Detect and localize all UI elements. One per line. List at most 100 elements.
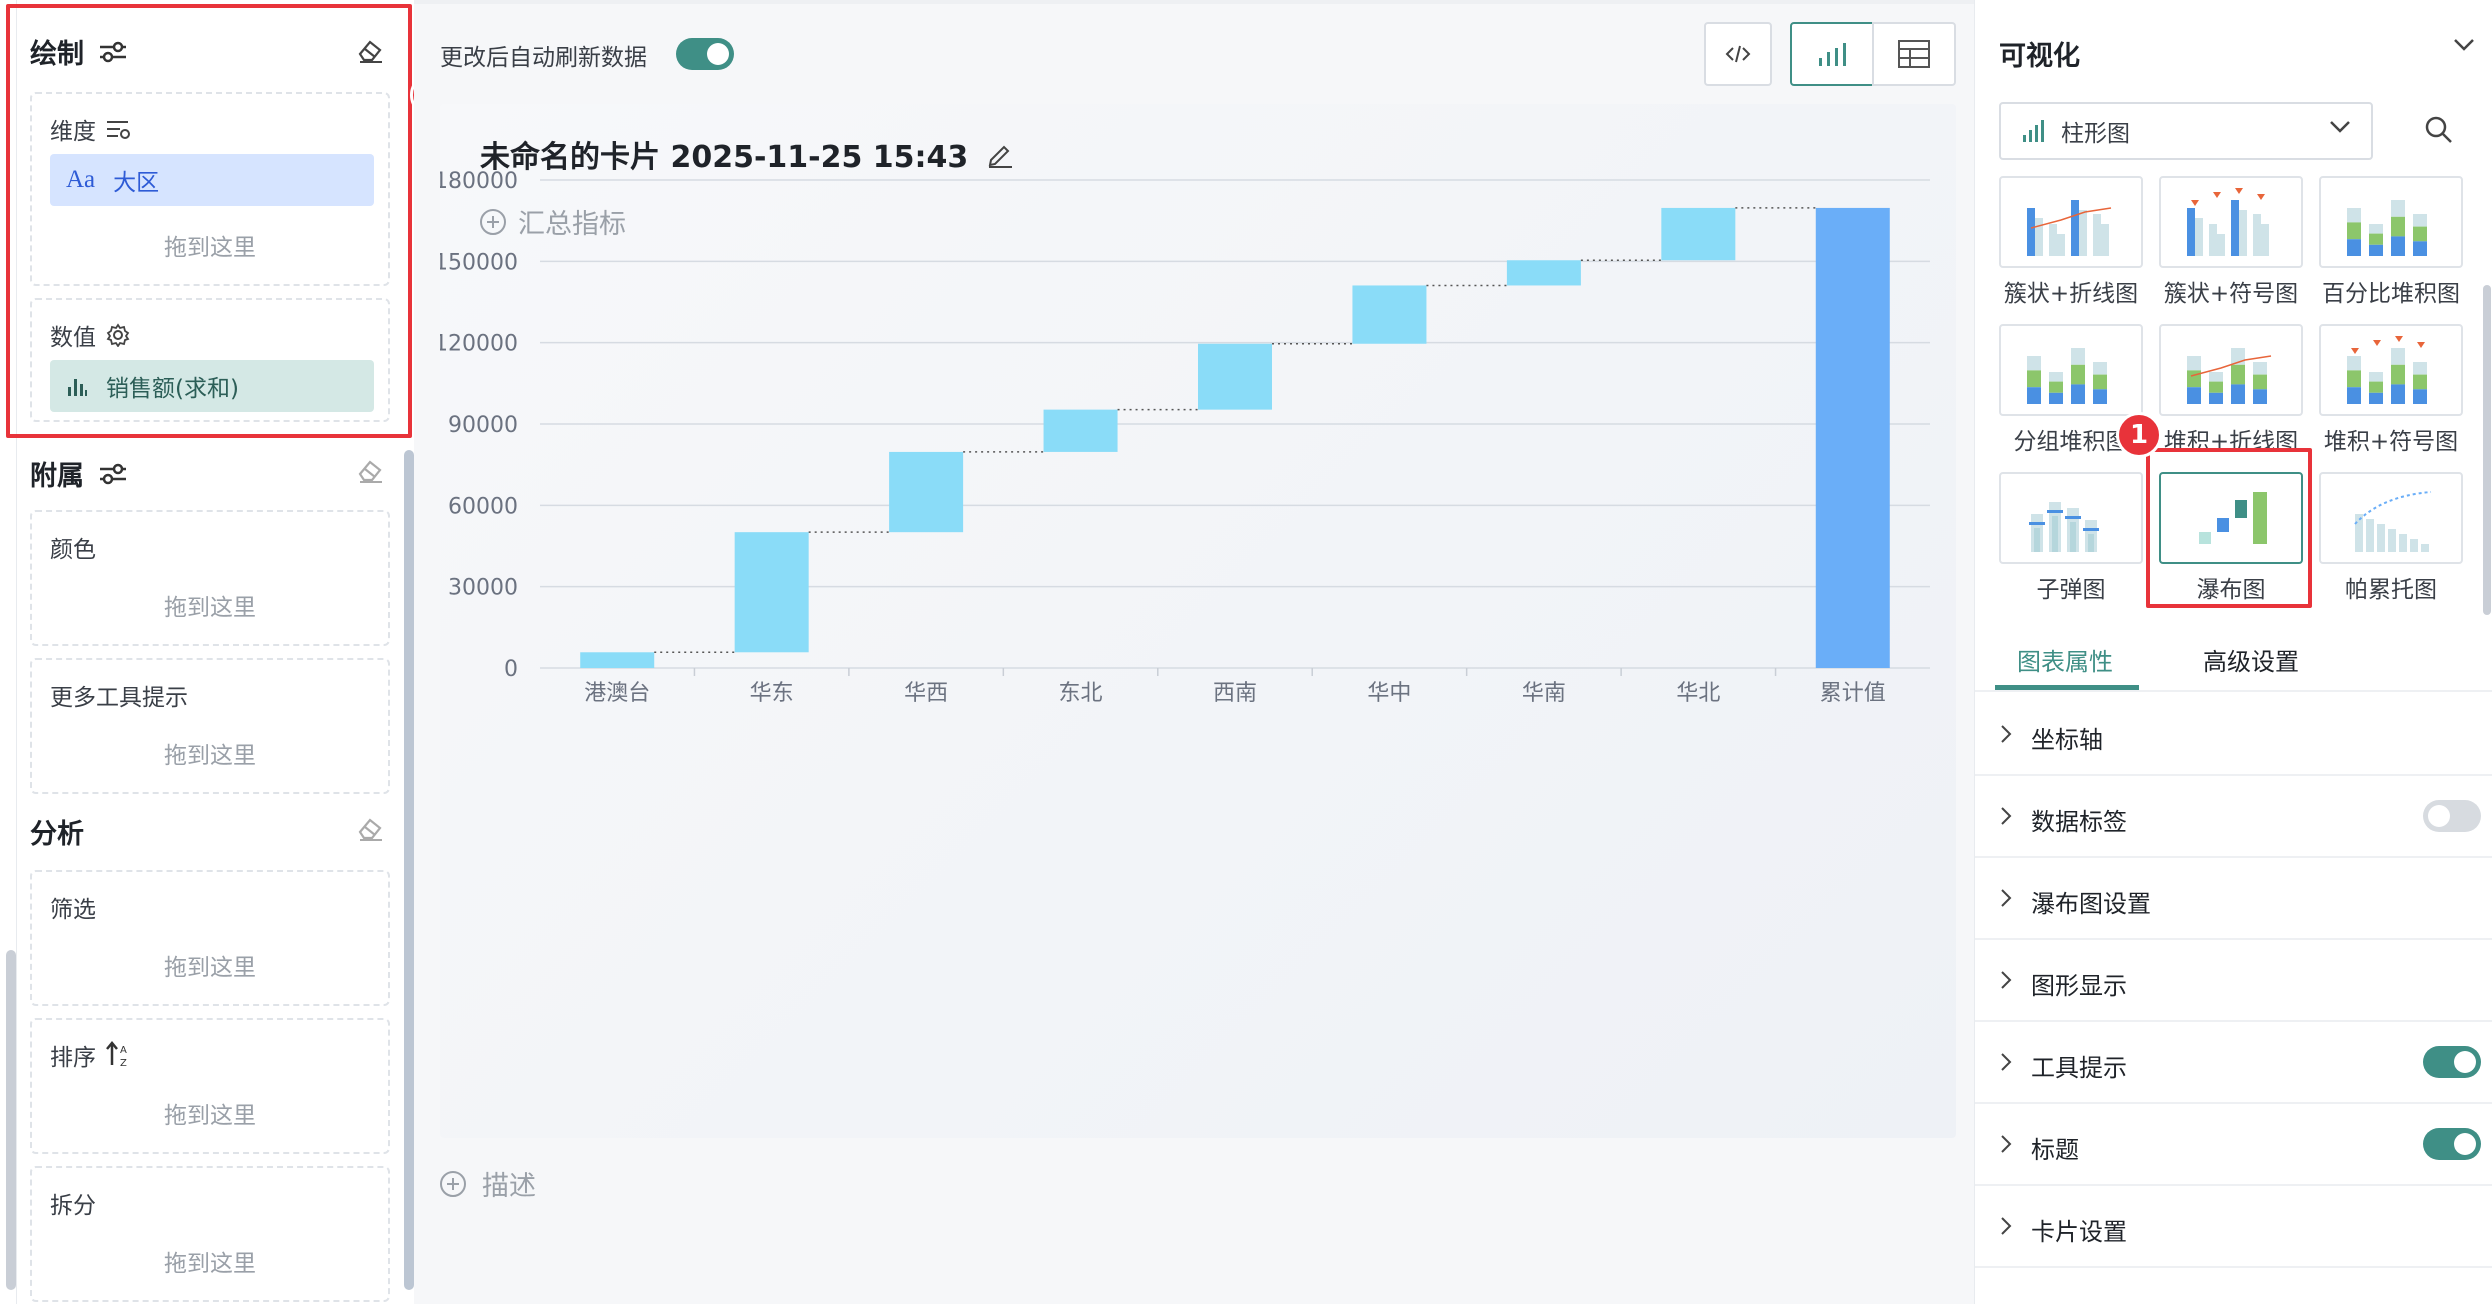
y-tick-label: 120000 (440, 332, 518, 357)
eraser-icon[interactable] (356, 36, 384, 64)
field-panel-scrollbar[interactable] (404, 450, 414, 1290)
chart-tile-clustered-line[interactable] (1999, 176, 2143, 268)
dimension-field-name: 大区 (113, 170, 160, 196)
section-analysis-title: 分析 (30, 819, 84, 850)
property-tabs: 图表属性 高级设置 (1975, 630, 2492, 692)
chart-type-select[interactable]: 柱形图 (1999, 102, 2373, 160)
add-description[interactable]: 描述 (440, 1164, 536, 1203)
card-title-text[interactable]: 未命名的卡片 2025-11-25 15:43 (480, 140, 969, 175)
bullet-thumbnail-icon (2029, 502, 2099, 552)
x-tick-label: 华北 (1676, 681, 1720, 706)
value-field-pill[interactable]: 销售额(求和) (50, 360, 374, 412)
color-label: 颜色 (50, 537, 96, 563)
chart-tile-pareto[interactable] (2319, 472, 2463, 564)
property-data-labels[interactable]: 数据标签 (1975, 776, 2492, 858)
chevron-right-icon (2001, 807, 2012, 825)
y-tick-label: 90000 (448, 413, 518, 438)
filter-dropzone[interactable]: 筛选 拖到这里 (30, 870, 390, 1006)
chart-tile-percent-stacked[interactable] (2319, 176, 2463, 268)
chart-tile-label[interactable]: 分组堆积图 (2013, 429, 2129, 455)
chart-card[interactable]: 未命名的卡片 2025-11-25 15:43 汇总指标 0 30000 60000… (440, 104, 1956, 1138)
chart-tile-label[interactable]: 堆积+符号图 (2323, 429, 2459, 455)
x-tick-label: 华南 (1522, 681, 1566, 706)
property-title[interactable]: 标题 (1975, 1104, 2492, 1186)
chart-tile-stacked-line[interactable] (2159, 324, 2303, 416)
dimension-field-pill[interactable]: Aa 大区 (50, 154, 374, 206)
tune-icon[interactable] (98, 40, 128, 64)
chart-tile-label[interactable]: 子弹图 (2036, 577, 2106, 603)
chart-tile-waterfall[interactable] (2159, 472, 2303, 564)
waterfall-bar (1043, 409, 1118, 452)
chart-tile-bullet[interactable] (1999, 472, 2143, 564)
property-axis[interactable]: 坐标轴 (1975, 694, 2492, 776)
chevron-right-icon (2001, 1053, 2012, 1071)
edit-icon[interactable] (986, 140, 1014, 168)
x-tick-label: 东北 (1059, 681, 1103, 706)
eraser-icon[interactable] (356, 456, 384, 484)
property-waterfall-settings[interactable]: 瀑布图设置 (1975, 858, 2492, 940)
chart-tile-label[interactable]: 簇状+符号图 (2163, 281, 2299, 307)
data-labels-toggle[interactable] (2423, 800, 2481, 832)
tab-chart-properties[interactable]: 图表属性 (2017, 648, 2113, 676)
tooltip-toggle[interactable] (2423, 1046, 2481, 1078)
stacked-line-thumbnail-icon (2187, 348, 2272, 404)
tab-advanced-settings[interactable]: 高级设置 (2203, 648, 2299, 676)
tooltip-dropzone[interactable]: 更多工具提示 拖到这里 (30, 658, 390, 794)
left-scrollbar[interactable] (6, 950, 16, 1290)
color-dropzone[interactable]: 颜色 拖到这里 (30, 510, 390, 646)
eraser-icon[interactable] (356, 814, 384, 842)
waterfall-bar (1506, 260, 1581, 286)
chart-view-button[interactable] (1790, 22, 1874, 86)
table-icon (1898, 40, 1930, 68)
waterfall-thumbnail-icon (2199, 492, 2267, 544)
value-dropzone[interactable]: 数值 销售额(求和) (30, 298, 390, 422)
chevron-right-icon (2001, 1217, 2012, 1235)
dimension-dropzone[interactable]: 维度 Aa 大区 拖到这里 (30, 92, 390, 286)
dimension-settings-icon[interactable] (106, 118, 130, 140)
sort-icon[interactable]: AZ (106, 1041, 132, 1069)
chart-tile-label[interactable]: 瀑布图 (2196, 577, 2266, 603)
drop-hint: 拖到这里 (164, 235, 256, 261)
panel-divider (16, 0, 17, 1304)
property-shape-display[interactable]: 图形显示 (1975, 940, 2492, 1022)
chart-tile-label[interactable]: 百分比堆积图 (2322, 281, 2460, 307)
property-label: 图形显示 (2031, 972, 2127, 1000)
chart-tile-clustered-symbol[interactable] (2159, 176, 2303, 268)
chart-tile-label[interactable]: 帕累托图 (2345, 577, 2437, 603)
chevron-down-icon[interactable] (2453, 38, 2475, 52)
waterfall-bar (1661, 207, 1736, 261)
waterfall-bar (734, 532, 809, 653)
table-view-button[interactable] (1872, 22, 1956, 86)
title-toggle[interactable] (2423, 1128, 2481, 1160)
percent-stacked-thumbnail-icon (2347, 200, 2427, 256)
chart-tile-grouped-stacked[interactable] (1999, 324, 2143, 416)
gear-icon[interactable] (106, 323, 130, 347)
x-tick-label: 华东 (750, 681, 794, 706)
split-dropzone[interactable]: 拆分 拖到这里 (30, 1166, 390, 1302)
chevron-right-icon (2001, 725, 2012, 743)
auto-refresh-toggle[interactable] (676, 38, 734, 70)
chart-grid-scrollbar[interactable] (2483, 285, 2491, 615)
filter-label: 筛选 (50, 897, 96, 923)
add-summary-metric[interactable]: 汇总指标 (480, 202, 626, 241)
waterfall-bar (580, 652, 655, 668)
code-view-button[interactable] (1704, 22, 1772, 86)
y-tick-label: 0 (504, 657, 518, 682)
drop-hint: 拖到这里 (164, 955, 256, 981)
property-label: 瀑布图设置 (2031, 890, 2151, 918)
field-panel: 绘制 维度 Aa 大区 拖到这里 数值 销售额(求和) 附属 颜色 拖到这里 (0, 0, 414, 1304)
y-tick-label: 150000 (440, 250, 518, 275)
search-icon[interactable] (2423, 114, 2455, 146)
chart-tile-stacked-symbol[interactable] (2319, 324, 2463, 416)
property-card-settings[interactable]: 卡片设置 (1975, 1186, 2492, 1268)
chart-tile-label[interactable]: 簇状+折线图 (2003, 281, 2139, 307)
waterfall-chart[interactable]: 0 30000 60000 90000 120000 150000 180000 港澳台 华东 华… (440, 104, 1956, 1138)
clustered-line-thumbnail-icon (2027, 200, 2112, 256)
x-tick-label: 华中 (1367, 681, 1411, 706)
x-tick-label: 西南 (1213, 681, 1257, 706)
measure-icon (68, 379, 87, 396)
tune-icon[interactable] (98, 462, 128, 486)
property-tooltip[interactable]: 工具提示 (1975, 1022, 2492, 1104)
property-label: 坐标轴 (2031, 726, 2103, 754)
